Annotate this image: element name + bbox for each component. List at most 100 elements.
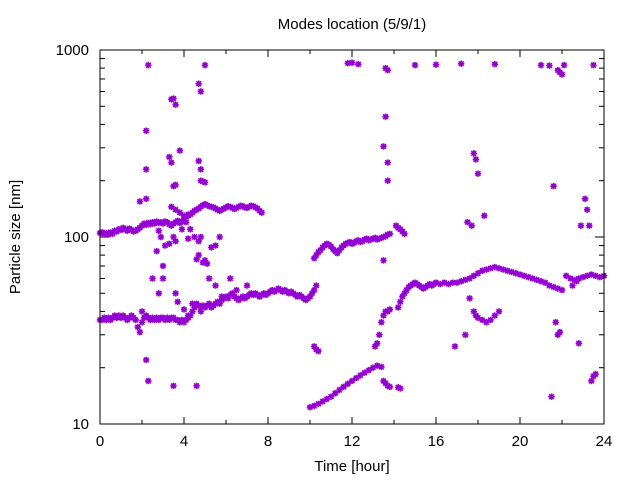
data-point [464,218,471,226]
data-point [134,323,141,331]
data-point [138,319,146,326]
data-point [441,279,448,286]
data-point [371,343,379,350]
data-point [143,127,150,134]
data-point [195,251,202,259]
data-point [195,157,202,165]
data-point [432,279,440,286]
data-point [596,273,603,281]
data-point [369,364,377,371]
data-point [340,383,347,391]
data-point [180,306,188,313]
data-point [344,380,351,388]
data-point [483,319,490,326]
data-point [311,343,318,350]
data-point [218,293,225,300]
data-point [170,95,177,102]
data-point [166,240,173,247]
data-point [495,308,503,315]
data-point [395,304,402,311]
data-point [386,230,393,238]
data-point [212,282,219,289]
data-point [384,159,391,166]
data-point [206,275,213,282]
data-point [344,59,351,67]
data-point [176,209,183,216]
data-point [172,237,179,245]
data-point [311,255,318,262]
data-points [96,59,608,411]
data-point [458,278,465,285]
data-point [588,271,595,278]
data-point [487,316,494,324]
data-point [548,393,555,400]
data-point [560,61,568,69]
data-point [153,247,160,255]
data-point [470,150,477,157]
data-point [466,295,473,302]
x-axis-label: Time [hour] [314,458,389,475]
data-point [445,280,452,288]
data-point [365,237,372,244]
data-point [201,179,209,186]
data-point [579,273,587,281]
data-point [313,282,320,289]
data-point [462,331,469,338]
data-point [208,244,215,251]
data-point [170,233,177,241]
data-point [195,237,202,245]
data-point [380,257,387,264]
data-point [323,240,330,247]
data-point [174,298,181,306]
data-point [348,59,356,66]
data-point [590,61,597,69]
data-point [380,143,387,150]
data-point [376,331,383,338]
data-point [327,393,335,400]
data-point [138,308,146,315]
data-point [462,276,469,284]
data-point [306,403,314,411]
data-point [201,61,209,69]
data-point [313,251,320,259]
data-point [563,272,570,280]
data-point [533,276,540,284]
data-point [569,282,576,289]
data-point [243,282,251,289]
data-point [317,246,324,254]
data-point [136,328,144,336]
data-point [575,275,582,282]
data-point [525,273,532,281]
data-point [374,236,381,243]
data-point [411,61,419,69]
data-point [378,234,385,242]
data-point [323,395,330,403]
y-tick-label: 10 [72,416,89,433]
data-point [143,356,150,364]
data-point [386,383,393,391]
data-point [516,271,524,278]
data-point [584,272,591,280]
data-point [481,212,488,219]
data-point [172,206,179,213]
data-point [577,222,585,229]
data-point [466,275,473,282]
data-point [369,235,377,242]
data-point [380,312,387,319]
data-point [176,147,183,154]
data-point [353,374,360,382]
data-point [311,402,318,410]
x-tick-label: 4 [180,433,188,450]
data-point [197,233,204,241]
data-point [189,308,196,315]
data-point [258,209,265,216]
data-point [374,340,381,347]
data-point [216,233,223,241]
data-point [432,61,440,68]
data-point [491,263,498,271]
data-point [185,211,192,218]
y-tick-label: 100 [64,229,89,246]
data-point [203,260,211,267]
data-point [529,275,536,282]
